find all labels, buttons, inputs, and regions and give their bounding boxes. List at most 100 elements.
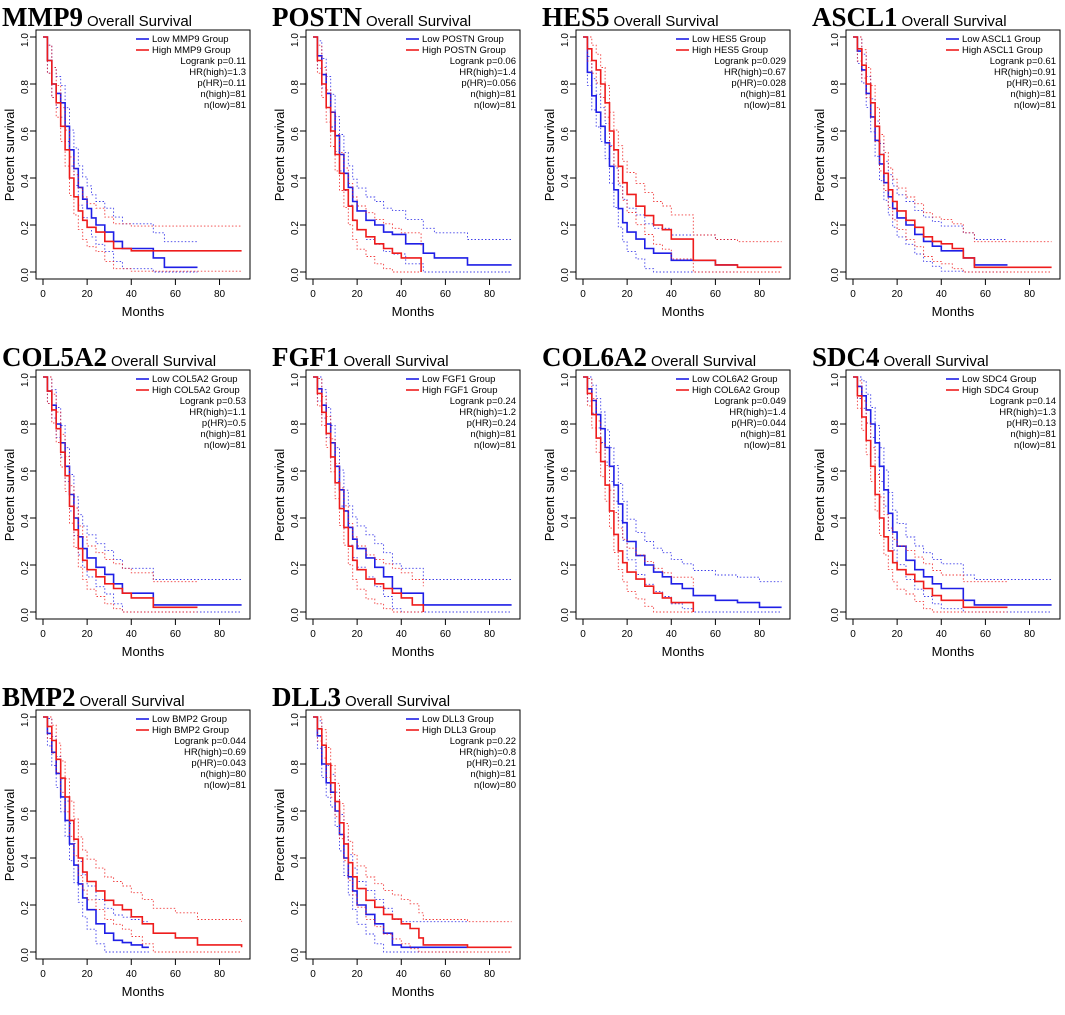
y-tick-label: 0.8 xyxy=(290,420,301,434)
y-tick-label: 0.2 xyxy=(20,221,31,235)
y-tick-label: 0.8 xyxy=(830,80,841,94)
chart-subtitle: Overall Survival xyxy=(651,353,756,370)
y-tick-label: 0.0 xyxy=(290,608,301,622)
stat-line: Logrank p=0.044 xyxy=(174,736,246,747)
x-tick-label: 20 xyxy=(622,629,634,640)
y-tick-label: 0.2 xyxy=(290,561,301,575)
stat-line: n(high)=80 xyxy=(200,769,246,780)
ci-upper-low-group xyxy=(313,716,468,923)
x-tick-label: 0 xyxy=(850,629,856,640)
ci-upper-high-group xyxy=(853,36,1052,243)
stat-line: HR(high)=1.3 xyxy=(999,407,1056,418)
legend-label-high: High ASCL1 Group xyxy=(962,45,1043,56)
y-tick-label: 0.6 xyxy=(20,467,31,481)
x-tick-label: 60 xyxy=(980,629,992,640)
survival-curve-low-group xyxy=(853,36,1008,266)
plot-frame xyxy=(35,29,251,280)
ci-upper-high-group xyxy=(313,716,512,923)
stat-line: p(HR)=0.5 xyxy=(202,418,246,429)
stat-line: Logrank p=0.61 xyxy=(990,56,1056,67)
y-tick-label: 0.0 xyxy=(830,268,841,282)
stat-line: HR(high)=0.67 xyxy=(724,67,786,78)
km-chart-svg: ASCL1 Overall Survival 0.0 0.2 0.4 0.6 0.8 1.0 0… xyxy=(812,2,1061,319)
y-axis-label: Percent survival xyxy=(272,109,287,202)
x-tick-label: 20 xyxy=(622,289,634,300)
y-tick-label: 0.8 xyxy=(560,80,571,94)
legend-label-high: High FGF1 Group xyxy=(422,385,498,396)
y-tick-label: 0.2 xyxy=(830,221,841,235)
stat-line: n(low)=80 xyxy=(474,780,516,791)
ci-lower-high-group xyxy=(853,36,1052,273)
x-tick-label: 0 xyxy=(850,289,856,300)
y-tick-label: 0.8 xyxy=(20,80,31,94)
x-axis-label: Months xyxy=(662,644,705,659)
km-chart-svg: COL6A2 Overall Survival 0.0 0.2 0.4 0.6 0.8 1.0… xyxy=(542,342,791,659)
stat-line: n(high)=81 xyxy=(470,429,516,440)
ci-upper-high-group xyxy=(43,716,243,922)
y-tick-label: 0.8 xyxy=(290,80,301,94)
y-tick-label: 1.0 xyxy=(830,33,841,47)
y-tick-label: 1.0 xyxy=(20,713,31,727)
ci-upper-high-group xyxy=(583,376,694,587)
y-tick-label: 0.6 xyxy=(830,127,841,141)
km-chart-svg: POSTN Overall Survival 0.0 0.2 0.4 0.6 0.8 1.0 0… xyxy=(272,2,521,319)
x-tick-label: 80 xyxy=(214,969,226,980)
survival-curve-high-group xyxy=(313,376,425,612)
ci-upper-low-group xyxy=(43,36,198,243)
x-tick-label: 40 xyxy=(936,289,948,300)
y-tick-label: 0.8 xyxy=(290,760,301,774)
legend-label-low: Low ASCL1 Group xyxy=(962,34,1041,45)
gene-title: DLL3 xyxy=(272,682,341,712)
gene-title: MMP9 xyxy=(2,2,83,32)
x-tick-label: 20 xyxy=(82,289,94,300)
y-tick-label: 0.4 xyxy=(20,514,31,528)
chart-subtitle: Overall Survival xyxy=(111,353,216,370)
km-chart-svg: MMP9 Overall Survival 0.0 0.2 0.4 0.6 0.8 1.0 0 2… xyxy=(2,2,251,319)
ci-lower-high-group xyxy=(313,376,424,613)
km-chart-svg: HES5 Overall Survival 0.0 0.2 0.4 0.6 0.8 1.0 0 2… xyxy=(542,2,791,319)
km-panel-fgf1: FGF1 Overall Survival 0.0 0.2 0.4 0.6 0.8 1.0 0 2… xyxy=(270,340,536,675)
stat-line: Logrank p=0.049 xyxy=(714,396,786,407)
ci-upper-low-group xyxy=(583,36,738,240)
survival-curve-high-group xyxy=(853,36,1052,269)
x-tick-label: 60 xyxy=(440,289,452,300)
x-tick-label: 0 xyxy=(40,969,46,980)
stat-line: p(HR)=0.13 xyxy=(1007,418,1056,429)
x-tick-label: 80 xyxy=(1024,629,1036,640)
stat-line: Logrank p=0.029 xyxy=(714,56,786,67)
y-axis-label: Percent survival xyxy=(542,449,557,542)
km-panel-bmp2: BMP2 Overall Survival 0.0 0.2 0.4 0.6 0.8 1.0 0 2… xyxy=(0,680,266,1015)
plot-frame xyxy=(575,369,791,620)
legend-label-low: Low FGF1 Group xyxy=(422,374,495,385)
survival-curve-low-group xyxy=(43,36,198,269)
y-axis-label: Percent survival xyxy=(272,789,287,882)
x-tick-label: 0 xyxy=(40,629,46,640)
y-tick-label: 1.0 xyxy=(560,33,571,47)
chart-subtitle: Overall Survival xyxy=(87,13,192,30)
legend-label-high: High SDC4 Group xyxy=(962,385,1039,396)
ci-lower-high-group xyxy=(583,36,782,273)
x-axis-label: Months xyxy=(392,644,435,659)
stat-line: Logrank p=0.11 xyxy=(180,56,246,67)
y-tick-label: 0.2 xyxy=(830,561,841,575)
plot-frame xyxy=(845,29,1061,280)
x-tick-label: 80 xyxy=(754,629,766,640)
ci-upper-low-group xyxy=(853,376,1052,580)
stat-line: Logrank p=0.22 xyxy=(450,736,516,747)
x-tick-label: 20 xyxy=(892,629,904,640)
stat-line: n(high)=81 xyxy=(470,89,516,100)
km-chart-svg: BMP2 Overall Survival 0.0 0.2 0.4 0.6 0.8 1.0 0 2… xyxy=(2,682,251,999)
y-tick-label: 0.8 xyxy=(830,420,841,434)
y-tick-label: 0.6 xyxy=(290,467,301,481)
plot-frame xyxy=(35,709,251,960)
stat-line: n(high)=81 xyxy=(740,89,786,100)
legend-label-low: Low HES5 Group xyxy=(692,34,766,45)
y-axis-label: Percent survival xyxy=(2,109,17,202)
ci-upper-high-group xyxy=(313,376,424,587)
plot-frame xyxy=(305,369,521,620)
ci-lower-low-group xyxy=(43,36,198,273)
y-tick-label: 0.2 xyxy=(290,901,301,915)
gene-title: COL6A2 xyxy=(542,342,647,372)
stat-line: HR(high)=1.3 xyxy=(189,67,246,78)
y-axis-label: Percent survival xyxy=(2,449,17,542)
